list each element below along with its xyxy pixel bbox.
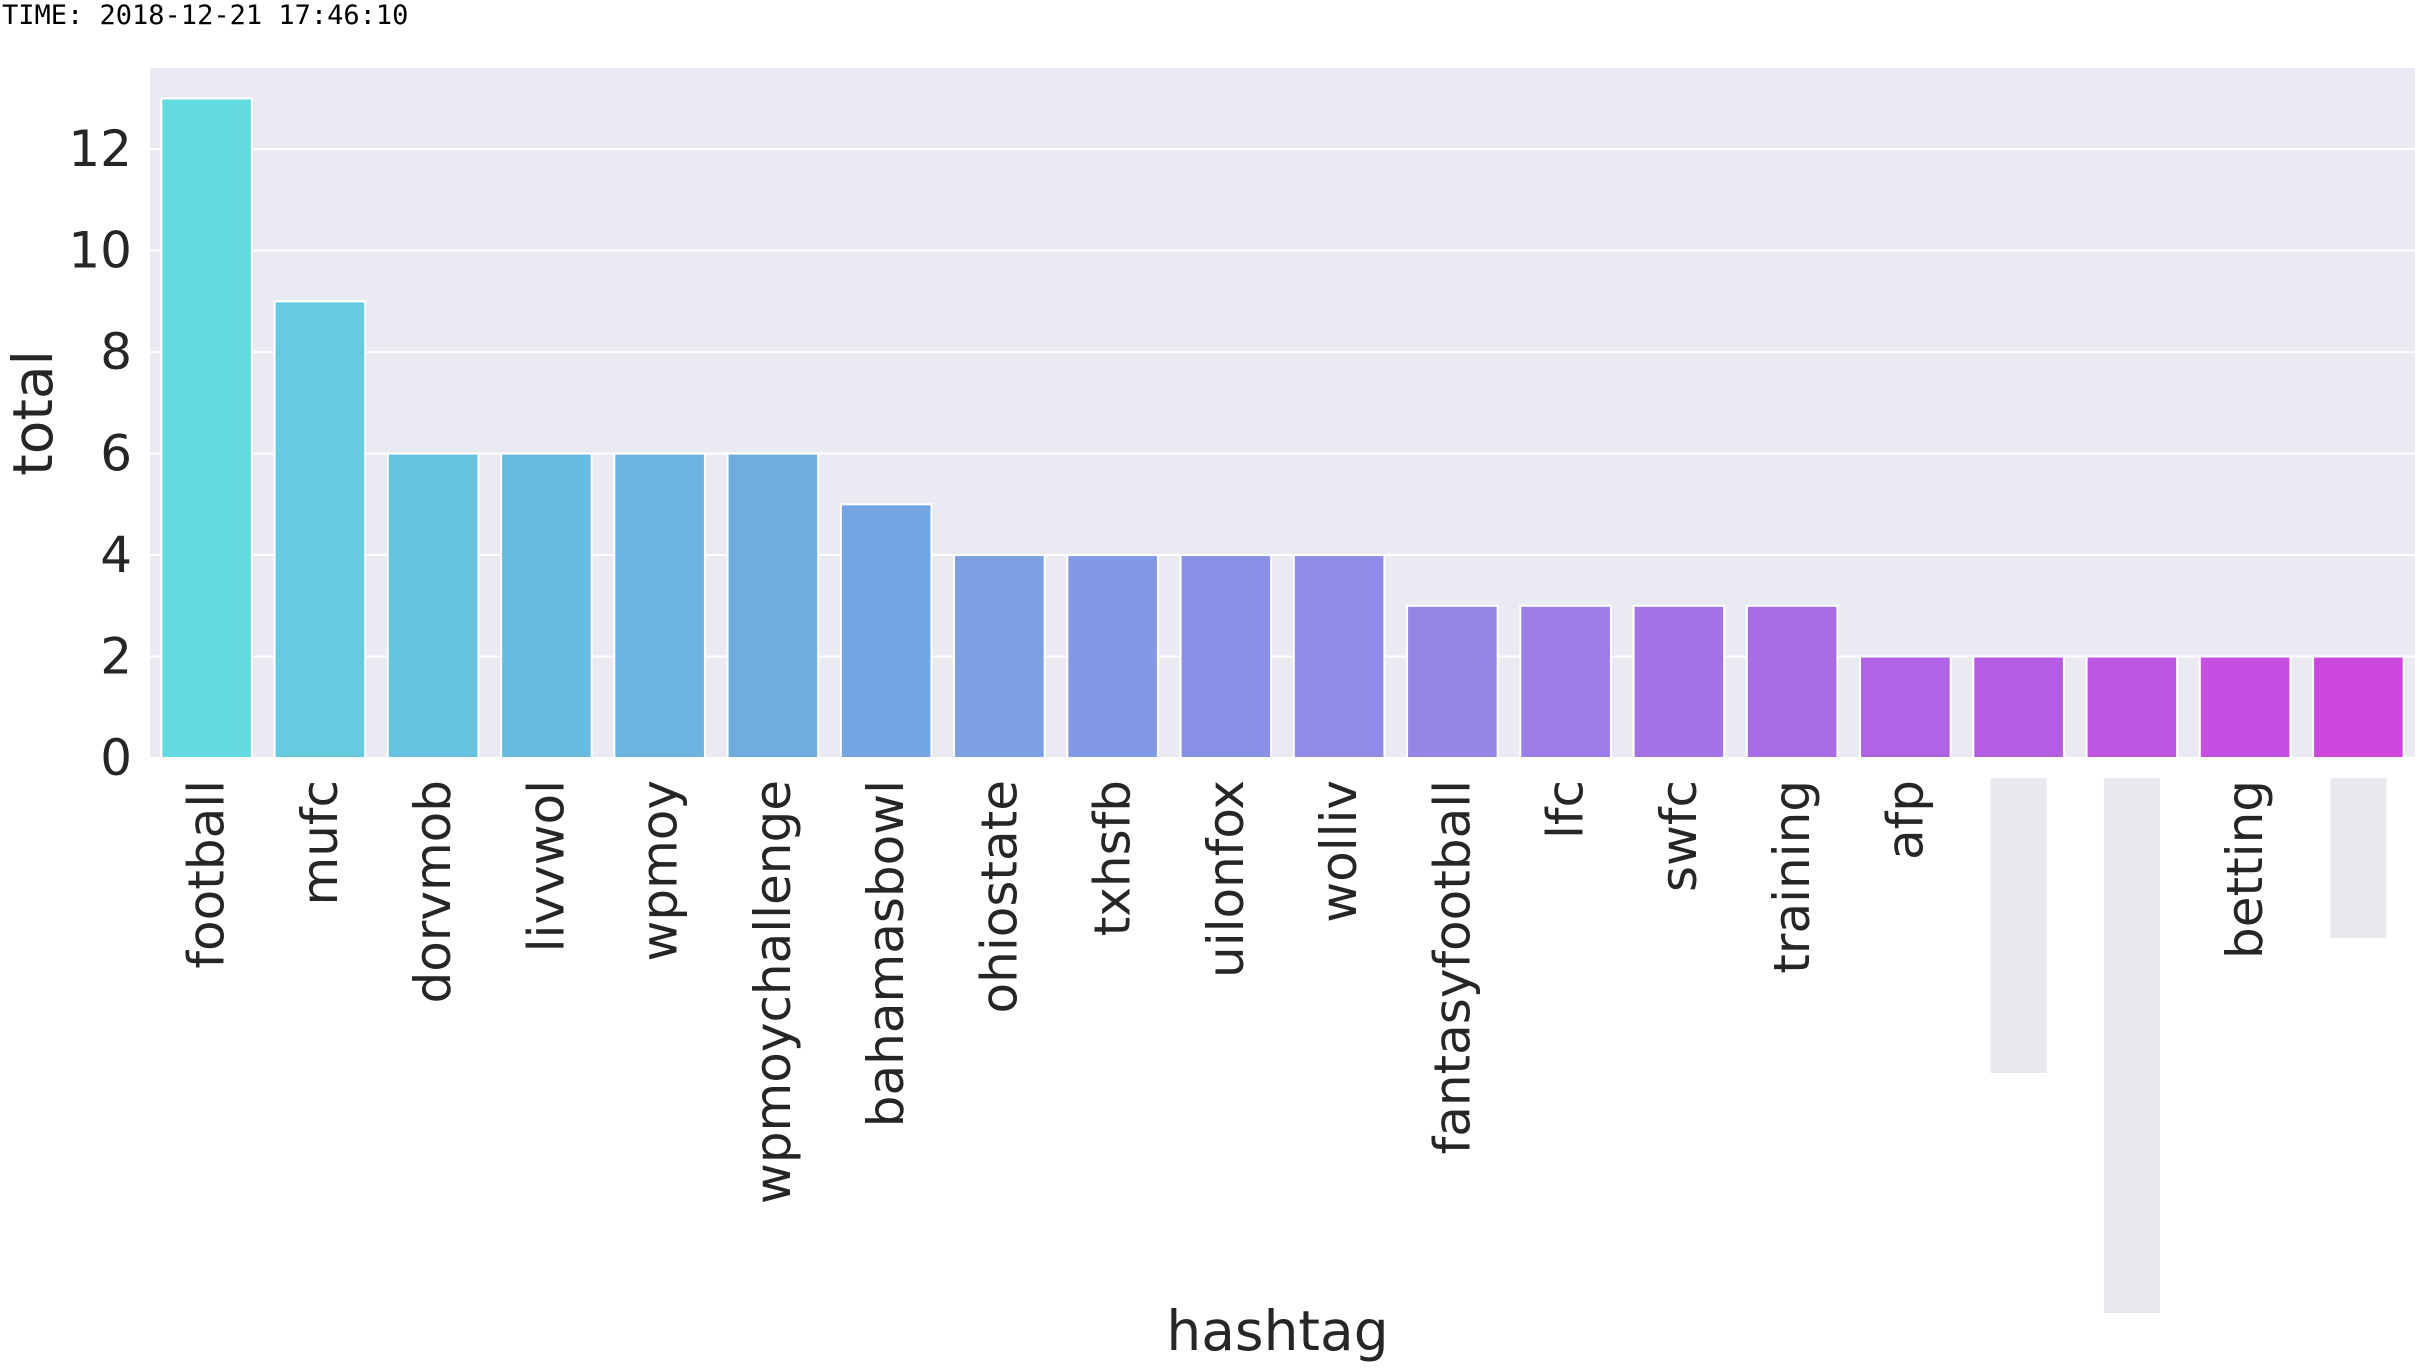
bar-football bbox=[160, 97, 253, 760]
x-tick-label: football bbox=[178, 780, 236, 969]
x-axis-ticks: football mufc dorvmob livvwol wpmoy wpmoychal… bbox=[178, 778, 2387, 1313]
x-tick-label: uilonfox bbox=[1197, 780, 1255, 978]
x-tick-label: wpmoy bbox=[631, 780, 689, 962]
x-tick-label: swfc bbox=[1650, 780, 1708, 892]
bar-bahamasbowl bbox=[839, 503, 933, 759]
bar-wpmoychallenge bbox=[726, 452, 820, 759]
x-tick-label: bahamasbowl bbox=[857, 780, 915, 1127]
bar-livvwol bbox=[500, 452, 593, 759]
bar-dorvmob bbox=[386, 452, 480, 759]
plot-area bbox=[150, 68, 2415, 758]
y-tick-label: 4 bbox=[100, 526, 132, 584]
bar-swfc bbox=[1632, 604, 1726, 760]
bar-item-17 bbox=[1972, 655, 2065, 760]
x-tick-label: livvwol bbox=[517, 780, 575, 952]
x-axis-label: hashtag bbox=[1166, 1299, 1388, 1363]
y-tick-label: 2 bbox=[100, 628, 132, 686]
bar-uilonfox bbox=[1179, 554, 1273, 760]
y-axis-ticks: 0 2 4 6 8 10 12 bbox=[68, 120, 132, 787]
x-tick-label: training bbox=[1763, 780, 1821, 974]
x-tick-label: lfc bbox=[1537, 780, 1595, 839]
bar-mufc bbox=[273, 300, 367, 759]
x-tick-label: ohiostate bbox=[970, 780, 1028, 1013]
bar-fantasyfootball bbox=[1406, 604, 1499, 760]
missing-label-box bbox=[2330, 778, 2387, 938]
y-tick-label: 12 bbox=[68, 120, 132, 178]
bar-ohiostate bbox=[953, 554, 1046, 760]
x-tick-label: betting bbox=[2216, 780, 2274, 959]
y-tick-label: 8 bbox=[100, 323, 132, 381]
x-tick-label: wolliv bbox=[1310, 780, 1368, 923]
x-tick-label: txhsfb bbox=[1084, 780, 1142, 936]
x-tick-label: mufc bbox=[291, 780, 349, 906]
bar-item-18 bbox=[2085, 655, 2179, 760]
y-tick-label: 6 bbox=[100, 425, 132, 483]
bar-wolliv bbox=[1292, 554, 1386, 760]
y-tick-label: 0 bbox=[100, 729, 132, 787]
bar-betting bbox=[2198, 655, 2292, 760]
bar-txhsfb bbox=[1066, 554, 1159, 760]
x-tick-label: afp bbox=[1876, 780, 1934, 860]
missing-label-box bbox=[1990, 778, 2047, 1073]
bar-wpmoy bbox=[613, 452, 706, 759]
bar-training bbox=[1745, 604, 1839, 760]
bar-lfc bbox=[1519, 604, 1612, 760]
x-tick-label: dorvmob bbox=[404, 780, 462, 1004]
bar-afp bbox=[1859, 655, 1952, 760]
x-tick-label: wpmoychallenge bbox=[744, 780, 802, 1204]
bar-item-20 bbox=[2312, 655, 2405, 760]
y-axis-label: total bbox=[1, 350, 65, 476]
y-tick-label: 10 bbox=[68, 222, 132, 280]
timestamp-header: TIME: 2018-12-21 17:46:10 bbox=[2, 0, 409, 31]
x-tick-label: fantasyfootball bbox=[1423, 780, 1481, 1154]
missing-label-box bbox=[2103, 778, 2160, 1313]
bars bbox=[160, 97, 2405, 760]
